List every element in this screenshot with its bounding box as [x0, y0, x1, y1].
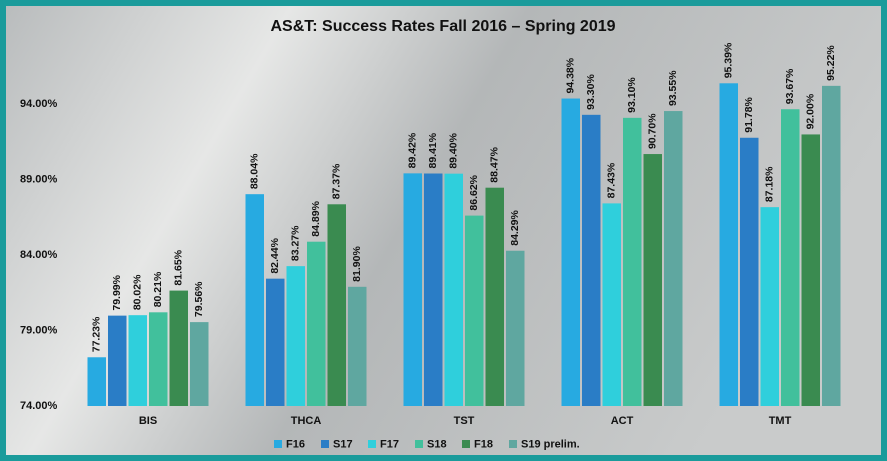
bar [424, 173, 443, 406]
bar [266, 278, 285, 406]
value-label: 80.21% [152, 271, 164, 307]
value-label: 79.56% [193, 281, 205, 317]
value-label: 84.89% [310, 200, 322, 236]
y-tick-label: 74.00% [20, 400, 58, 412]
value-label: 81.65% [173, 249, 185, 285]
value-label: 95.22% [825, 45, 837, 81]
legend-label: S18 [427, 438, 447, 450]
bar [561, 98, 580, 406]
legend-swatch [321, 440, 329, 448]
bar [781, 109, 800, 406]
legend-label: F16 [286, 438, 305, 450]
bar [348, 286, 367, 406]
legend-label: S17 [333, 438, 353, 450]
bar [403, 173, 422, 406]
legend-swatch [415, 440, 423, 448]
legend-label: F17 [380, 438, 399, 450]
x-tick-label: ACT [611, 415, 634, 427]
value-label: 93.67% [784, 68, 796, 104]
bar [327, 204, 346, 406]
legend-swatch [509, 440, 517, 448]
value-label: 83.27% [290, 225, 302, 261]
value-label: 89.42% [407, 132, 419, 168]
value-label: 88.47% [489, 146, 501, 182]
value-label: 93.30% [585, 74, 597, 110]
bar [169, 290, 188, 406]
value-label: 92.00% [805, 93, 817, 129]
bar [149, 312, 168, 406]
bar [643, 154, 662, 406]
value-label: 95.39% [723, 42, 735, 78]
value-label: 84.29% [509, 209, 521, 245]
bar [108, 315, 127, 406]
bar [190, 322, 209, 406]
y-tick-label: 79.00% [20, 324, 58, 336]
value-label: 86.62% [468, 174, 480, 210]
value-label: 88.04% [249, 153, 261, 189]
bar [822, 85, 841, 406]
value-label: 81.90% [351, 246, 363, 282]
value-label: 90.70% [647, 113, 659, 149]
bar [485, 187, 504, 406]
x-tick-label: TST [454, 415, 475, 427]
value-label: 79.99% [111, 274, 123, 310]
x-tick-label: THCA [291, 415, 322, 427]
legend-label: F18 [474, 438, 493, 450]
bar [719, 83, 738, 406]
chart-title: AS&T: Success Rates Fall 2016 – Spring 2… [270, 18, 615, 35]
bar [506, 250, 525, 406]
bar [444, 173, 463, 406]
bar [87, 357, 106, 406]
value-label: 89.41% [427, 132, 439, 168]
legend-swatch [462, 440, 470, 448]
bar [465, 215, 484, 406]
bar [740, 137, 759, 406]
value-label: 87.18% [764, 166, 776, 202]
y-tick-label: 89.00% [20, 174, 58, 186]
bar [602, 203, 621, 406]
value-label: 87.43% [606, 162, 618, 198]
value-label: 94.38% [565, 57, 577, 93]
value-label: 93.10% [626, 77, 638, 113]
x-tick-label: TMT [769, 415, 792, 427]
bar [623, 117, 642, 407]
value-label: 89.40% [448, 132, 460, 168]
value-label: 82.44% [269, 237, 281, 273]
legend-swatch [274, 440, 282, 448]
value-label: 91.78% [743, 96, 755, 132]
value-label: 80.02% [132, 274, 144, 310]
bar [582, 114, 601, 406]
bar [245, 194, 264, 406]
bar [801, 134, 820, 406]
y-tick-label: 84.00% [20, 249, 58, 261]
y-tick-label: 94.00% [20, 98, 58, 110]
bar [760, 207, 779, 406]
value-label: 93.55% [667, 70, 679, 106]
value-label: 77.23% [91, 316, 103, 352]
legend-swatch [368, 440, 376, 448]
x-tick-label: BIS [139, 415, 157, 427]
legend-label: S19 prelim. [521, 438, 580, 450]
bar [128, 315, 147, 406]
bar [664, 111, 683, 407]
bar [307, 241, 326, 406]
bar [286, 266, 305, 406]
value-label: 87.37% [331, 163, 343, 199]
